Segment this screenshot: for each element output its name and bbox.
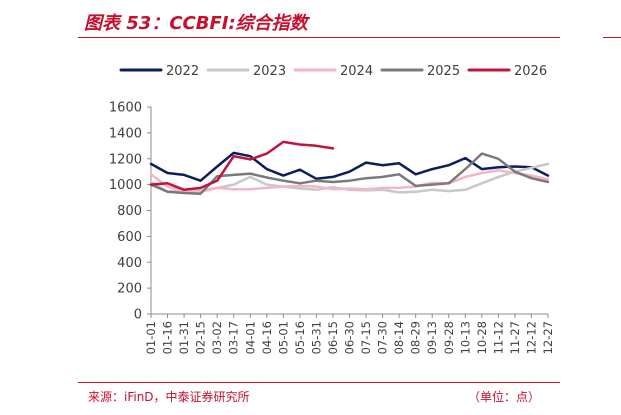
adjacent-panel-divider [603, 37, 621, 38]
x-tick-label: 05-16 [293, 321, 307, 354]
chart-title: 图表 53：CCBFI:综合指数 [84, 13, 308, 34]
x-tick-label: 04-16 [260, 321, 274, 354]
x-tick-label: 01-01 [144, 321, 158, 354]
legend-label-2022: 2022 [166, 64, 199, 79]
x-tick-label: 05-31 [309, 321, 323, 354]
x-tick-label: 12-12 [524, 321, 538, 354]
x-tick-label: 07-15 [359, 321, 373, 354]
series-line-2022 [149, 151, 550, 182]
unit-note: （单位：点） [468, 390, 541, 404]
footer-divider [78, 382, 560, 383]
series-line-2026 [149, 140, 335, 192]
x-tick-label: 03-02 [210, 321, 224, 354]
x-tick-label: 10-13 [458, 321, 472, 354]
legend-label-2023: 2023 [253, 64, 286, 79]
x-tick-label: 05-01 [276, 321, 290, 354]
legend-label-2026: 2026 [514, 64, 547, 79]
x-axis: 01-01 01-16 01-31 02-15 03-02 03-17 04-01 04-16… [144, 313, 555, 354]
x-tick-label: 08-29 [409, 321, 423, 354]
x-tick-label: 11-12 [491, 321, 505, 354]
x-tick-label: 04-01 [243, 321, 257, 354]
x-tick-label: 01-16 [161, 321, 175, 354]
x-tick-label: 11-27 [508, 321, 522, 354]
y-axis: 0 200 400 600 800 1000 1200 1400 1600 [109, 101, 152, 323]
y-tick-label: 1000 [109, 178, 142, 193]
x-tick-label: 02-15 [194, 321, 208, 354]
title-divider [78, 37, 560, 38]
line-chart: 2022 2023 2024 2025 2026 0 200 400 600 800 1000 12… [109, 64, 555, 354]
x-tick-label: 09-28 [442, 321, 456, 354]
chart-legend: 2022 2023 2024 2025 2026 [119, 64, 547, 79]
x-tick-label: 06-15 [326, 321, 340, 354]
y-tick-label: 1600 [109, 101, 142, 116]
x-tick-label: 06-30 [343, 321, 357, 354]
y-tick-label: 200 [117, 282, 142, 297]
y-tick-label: 400 [117, 256, 142, 271]
y-tick-label: 1400 [109, 126, 142, 141]
legend-label-2025: 2025 [427, 64, 460, 79]
x-tick-label: 08-14 [392, 321, 406, 354]
legend-label-2024: 2024 [340, 64, 373, 79]
y-tick-label: 1200 [109, 152, 142, 167]
x-tick-label: 03-17 [227, 321, 241, 354]
series-line-2024 [149, 169, 550, 193]
y-tick-label: 0 [134, 308, 142, 323]
series-line-2025 [149, 152, 550, 195]
plot-area [149, 140, 550, 195]
x-tick-label: 07-30 [376, 321, 390, 354]
y-tick-label: 800 [117, 204, 142, 219]
x-tick-label: 10-28 [475, 321, 489, 354]
y-tick-label: 600 [117, 230, 142, 245]
x-tick-label: 01-31 [177, 321, 191, 354]
source-note: 来源：iFinD，中泰证券研究所 [88, 390, 250, 404]
x-tick-label: 12-27 [541, 321, 555, 354]
x-tick-label: 09-13 [425, 321, 439, 354]
